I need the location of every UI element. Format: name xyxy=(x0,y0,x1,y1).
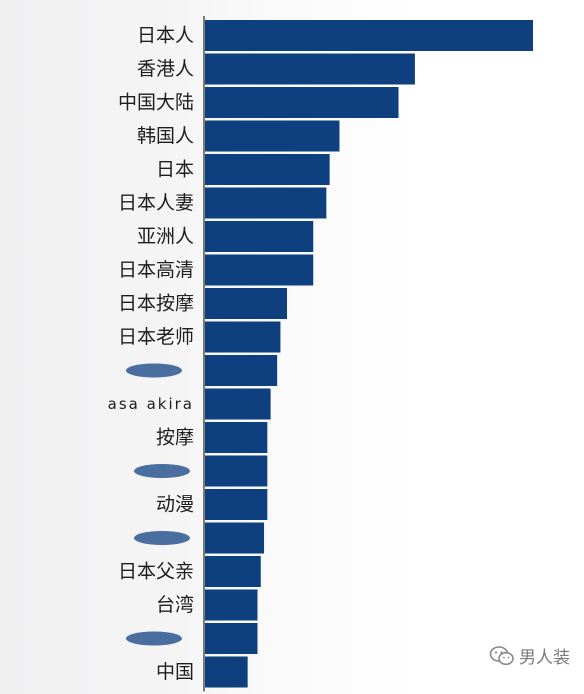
bar-8 xyxy=(205,254,314,286)
category-label-9: 日本按摩 xyxy=(118,293,194,315)
watermark-text: 男人装 xyxy=(519,648,570,668)
bars-group xyxy=(205,20,533,688)
redacted-label-19 xyxy=(126,631,182,646)
category-label-8: 日本高清 xyxy=(118,259,194,281)
bar-16 xyxy=(205,522,265,554)
bar-3 xyxy=(205,87,399,118)
category-label-4: 韩国人 xyxy=(137,125,194,147)
category-label-6: 日本人妻 xyxy=(118,192,194,214)
wechat-icon xyxy=(489,645,514,665)
category-label-5: 日本 xyxy=(156,159,194,181)
bar-15 xyxy=(205,489,268,520)
bar-18 xyxy=(205,589,258,621)
category-label-20: 中国 xyxy=(156,661,194,683)
bar-6 xyxy=(205,187,327,219)
watermark: 男人装 xyxy=(489,643,570,668)
bar-14 xyxy=(205,455,268,487)
bar-17 xyxy=(205,556,261,587)
category-label-10: 日本老师 xyxy=(118,326,194,348)
bar-19 xyxy=(205,623,258,654)
bar-12 xyxy=(205,388,271,420)
bar-5 xyxy=(205,154,330,185)
category-label-12: asa akira xyxy=(108,395,194,413)
bar-1 xyxy=(205,20,533,51)
bar-10 xyxy=(205,321,281,353)
category-label-15: 动漫 xyxy=(156,494,194,516)
bar-4 xyxy=(205,120,340,152)
bar-13 xyxy=(205,422,268,453)
bar-7 xyxy=(205,221,314,252)
redacted-label-16 xyxy=(134,531,190,545)
category-label-13: 按摩 xyxy=(156,427,194,449)
category-label-17: 日本父亲 xyxy=(118,561,194,583)
redacted-label-14 xyxy=(134,464,190,478)
category-label-3: 中国大陆 xyxy=(118,92,194,114)
category-label-18: 台湾 xyxy=(156,594,194,616)
bar-11 xyxy=(205,355,278,386)
bar-2 xyxy=(205,53,415,85)
bar-9 xyxy=(205,288,287,319)
redacted-label-11 xyxy=(126,363,182,378)
category-label-7: 亚洲人 xyxy=(137,226,194,248)
category-label-1: 日本人 xyxy=(137,25,194,47)
category-label-2: 香港人 xyxy=(137,58,194,80)
bar-20 xyxy=(205,656,248,688)
